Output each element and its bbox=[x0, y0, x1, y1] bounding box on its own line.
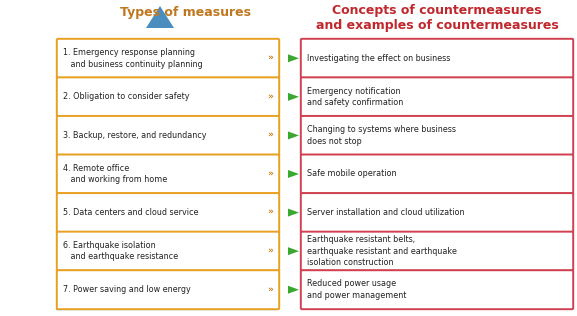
Text: »: » bbox=[267, 92, 273, 101]
FancyBboxPatch shape bbox=[301, 193, 573, 232]
Polygon shape bbox=[288, 170, 299, 178]
FancyBboxPatch shape bbox=[57, 39, 279, 78]
Text: »: » bbox=[267, 131, 273, 140]
FancyBboxPatch shape bbox=[57, 77, 279, 116]
Text: 6. Earthquake isolation
   and earthquake resistance: 6. Earthquake isolation and earthquake r… bbox=[63, 241, 178, 261]
FancyBboxPatch shape bbox=[301, 232, 573, 270]
FancyBboxPatch shape bbox=[57, 116, 279, 155]
Text: Safe mobile operation: Safe mobile operation bbox=[307, 169, 396, 179]
Polygon shape bbox=[288, 286, 299, 294]
FancyBboxPatch shape bbox=[301, 155, 573, 193]
Text: 1. Emergency response planning
   and business continuity planning: 1. Emergency response planning and busin… bbox=[63, 48, 203, 69]
FancyBboxPatch shape bbox=[57, 193, 279, 232]
Text: Emergency notification
and safety confirmation: Emergency notification and safety confir… bbox=[307, 87, 403, 107]
Polygon shape bbox=[288, 209, 299, 216]
Text: Reduced power usage
and power management: Reduced power usage and power management bbox=[307, 279, 406, 300]
Text: 4. Remote office
   and working from home: 4. Remote office and working from home bbox=[63, 164, 167, 184]
Text: Earthquake resistant belts,
earthquake resistant and earthquake
isolation constr: Earthquake resistant belts, earthquake r… bbox=[307, 235, 457, 267]
Text: Investigating the effect on business: Investigating the effect on business bbox=[307, 54, 451, 63]
Polygon shape bbox=[288, 131, 299, 139]
Text: Changing to systems where business
does not stop: Changing to systems where business does … bbox=[307, 125, 456, 146]
Text: 5. Data centers and cloud service: 5. Data centers and cloud service bbox=[63, 208, 198, 217]
FancyBboxPatch shape bbox=[301, 270, 573, 309]
FancyBboxPatch shape bbox=[301, 39, 573, 78]
Text: »: » bbox=[267, 247, 273, 256]
FancyBboxPatch shape bbox=[301, 77, 573, 116]
FancyBboxPatch shape bbox=[301, 116, 573, 155]
FancyBboxPatch shape bbox=[57, 232, 279, 270]
FancyBboxPatch shape bbox=[57, 270, 279, 309]
Text: »: » bbox=[267, 54, 273, 63]
FancyBboxPatch shape bbox=[57, 155, 279, 193]
Polygon shape bbox=[146, 6, 174, 28]
Text: 3. Backup, restore, and redundancy: 3. Backup, restore, and redundancy bbox=[63, 131, 207, 140]
Text: Types of measures: Types of measures bbox=[121, 6, 252, 19]
Polygon shape bbox=[56, 38, 276, 310]
Text: 2. Obligation to consider safety: 2. Obligation to consider safety bbox=[63, 92, 189, 101]
Text: »: » bbox=[267, 208, 273, 217]
Text: »: » bbox=[267, 169, 273, 179]
Text: Concepts of countermeasures
and examples of countermeasures: Concepts of countermeasures and examples… bbox=[316, 4, 559, 33]
Polygon shape bbox=[288, 93, 299, 101]
Text: Server installation and cloud utilization: Server installation and cloud utilizatio… bbox=[307, 208, 464, 217]
Text: »: » bbox=[267, 285, 273, 294]
Polygon shape bbox=[288, 54, 299, 62]
Polygon shape bbox=[288, 247, 299, 255]
Text: 7. Power saving and low energy: 7. Power saving and low energy bbox=[63, 285, 191, 294]
